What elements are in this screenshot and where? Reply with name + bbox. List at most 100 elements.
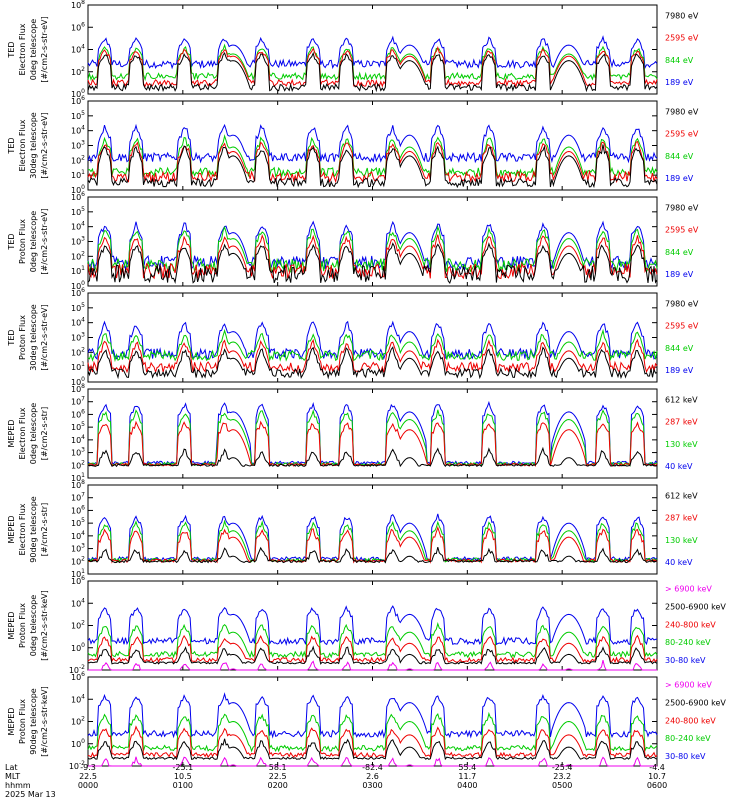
legend-entry: 287 keV <box>665 514 698 523</box>
panel-ylabel: Proton Flux <box>18 315 27 360</box>
x-tick-label-hhmm: 0100 <box>173 781 193 790</box>
x-tick-label-mlt: 2.6 <box>366 772 379 781</box>
x-tick-label-lat: -9.3 <box>80 763 96 772</box>
y-tick-label: 104 <box>71 44 85 55</box>
panel-ylabel: Electron Flux <box>18 119 27 171</box>
y-tick-label: 10-2 <box>69 760 85 771</box>
series-line-80-240-kev <box>87 711 658 753</box>
legend-entry: 7980 eV <box>665 299 699 308</box>
panel-ylabel: [#/cm2-s-str-eV] <box>40 112 49 178</box>
legend-entry: 844 eV <box>665 248 694 257</box>
y-tick-label: 107 <box>71 396 85 407</box>
y-tick-label: 102 <box>71 346 85 357</box>
legend-entry: 2595 eV <box>665 34 699 43</box>
x-tick-label-hhmm: 0600 <box>647 781 667 790</box>
series-line-7980-ev <box>87 346 658 380</box>
y-tick-label: 103 <box>71 447 85 458</box>
y-tick-label: 106 <box>71 95 85 106</box>
x-tick-label-mlt: 22.5 <box>269 772 287 781</box>
panel-ylabel: [#/cm2-s-str] <box>40 503 49 556</box>
x-tick-label-hhmm: 0400 <box>457 781 477 790</box>
panel-ylabel: TED <box>7 41 16 58</box>
panel-ylabel: Proton Flux <box>18 603 27 648</box>
y-tick-label: 101 <box>71 568 85 579</box>
axis-row-label: hhmm <box>5 781 31 790</box>
legend-entry: > 6900 keV <box>665 681 712 690</box>
series-line-2595-ev <box>87 338 658 374</box>
panel-ylabel: 0deg telescope <box>29 403 38 464</box>
y-tick-label: 105 <box>71 517 85 528</box>
panel-ylabel: 0deg telescope <box>29 595 38 656</box>
legend-entry: 2595 eV <box>665 226 699 235</box>
y-tick-label: 106 <box>71 191 85 202</box>
y-tick-label: 106 <box>71 504 85 515</box>
series-line-2595-ev <box>87 140 658 184</box>
series-line-7980-ev <box>87 144 658 189</box>
panel-ylabel: 0deg telescope <box>29 19 38 80</box>
y-tick-label: 102 <box>71 250 85 261</box>
x-tick-label-lat: -25.1 <box>172 763 193 772</box>
y-tick-label: 102 <box>71 66 85 77</box>
series-line-287-kev <box>87 526 658 564</box>
y-tick-label: 106 <box>71 287 85 298</box>
series-line-30-80-kev <box>87 605 658 647</box>
legend-entry: 612 keV <box>665 395 698 404</box>
legend-entry: 130 keV <box>665 536 698 545</box>
y-tick-label: 100 <box>71 738 85 749</box>
series-line-40-kev <box>87 513 658 563</box>
legend-entry: 240-800 keV <box>665 716 716 725</box>
legend-entry: 7980 eV <box>665 203 699 212</box>
series-line-240-800-kev <box>87 634 658 664</box>
y-tick-label: 104 <box>71 434 85 445</box>
panel-ylabel: 30deg telescope <box>29 112 38 179</box>
legend-entry: 2595 eV <box>665 130 699 139</box>
y-tick-label: 10-2 <box>69 664 85 675</box>
series-line-40-kev <box>87 400 658 467</box>
x-tick-label-lat: -4.4 <box>649 763 665 772</box>
x-tick-label-lat: -25.4 <box>552 763 573 772</box>
axis-row-label: MLT <box>5 772 20 781</box>
x-tick-label-hhmm: 0200 <box>267 781 287 790</box>
legend-entry: 189 eV <box>665 78 694 87</box>
panel-ylabel: TED <box>7 329 16 346</box>
series-line-2500-6900-kev <box>88 645 658 665</box>
date-label: 2025 Mar 13 <box>5 790 56 799</box>
panel-ylabel: [#/cm2-s-str-keV] <box>40 590 49 661</box>
y-tick-label: 106 <box>71 575 85 586</box>
x-tick-label-mlt: 22.5 <box>79 772 97 781</box>
y-tick-label: 102 <box>71 620 85 631</box>
legend-entry: 2500-6900 keV <box>665 602 726 611</box>
panel-ylabel: [#/cm2-s-str-eV] <box>40 208 49 274</box>
x-tick-label-lat: -82.4 <box>362 763 383 772</box>
legend-entry: 844 eV <box>665 344 694 353</box>
panel-ylabel: [#/cm2-s-str-eV] <box>40 16 49 82</box>
legend-entry: 40 keV <box>665 558 693 567</box>
series-line-130-kev <box>87 409 658 468</box>
legend-entry: 40 keV <box>665 462 693 471</box>
panel-ylabel: 0deg telescope <box>29 211 38 272</box>
series-line-287-kev <box>87 420 658 467</box>
panel-ylabel: 90deg telescope <box>29 496 38 563</box>
series-line-844-ev <box>87 225 658 274</box>
panel-ylabel: TED <box>7 137 16 154</box>
panel-ylabel: MEPED <box>7 420 16 448</box>
legend-entry: 844 eV <box>665 56 694 65</box>
y-tick-label: 105 <box>71 110 85 121</box>
y-tick-label: 100 <box>71 184 85 195</box>
panel-ylabel: Electron Flux <box>18 503 27 555</box>
x-tick-label-mlt: 10.7 <box>648 772 666 781</box>
panel-ylabel: [#/cm2-s-str] <box>40 407 49 460</box>
series-line-612-kev <box>87 446 658 468</box>
panel-ylabel: MEPED <box>7 612 16 640</box>
x-tick-label-mlt: 11.7 <box>458 772 476 781</box>
y-tick-label: 102 <box>71 154 85 165</box>
x-tick-label-lat: 58.1 <box>269 763 287 772</box>
legend-entry: 612 keV <box>665 491 698 500</box>
y-tick-label: 101 <box>71 472 85 483</box>
panel-ylabel: Proton Flux <box>18 699 27 744</box>
y-tick-label: 102 <box>71 716 85 727</box>
panel-ylabel: Electron Flux <box>18 407 27 459</box>
series-line-30-80-kev <box>87 692 658 739</box>
y-tick-label: 104 <box>71 125 85 136</box>
